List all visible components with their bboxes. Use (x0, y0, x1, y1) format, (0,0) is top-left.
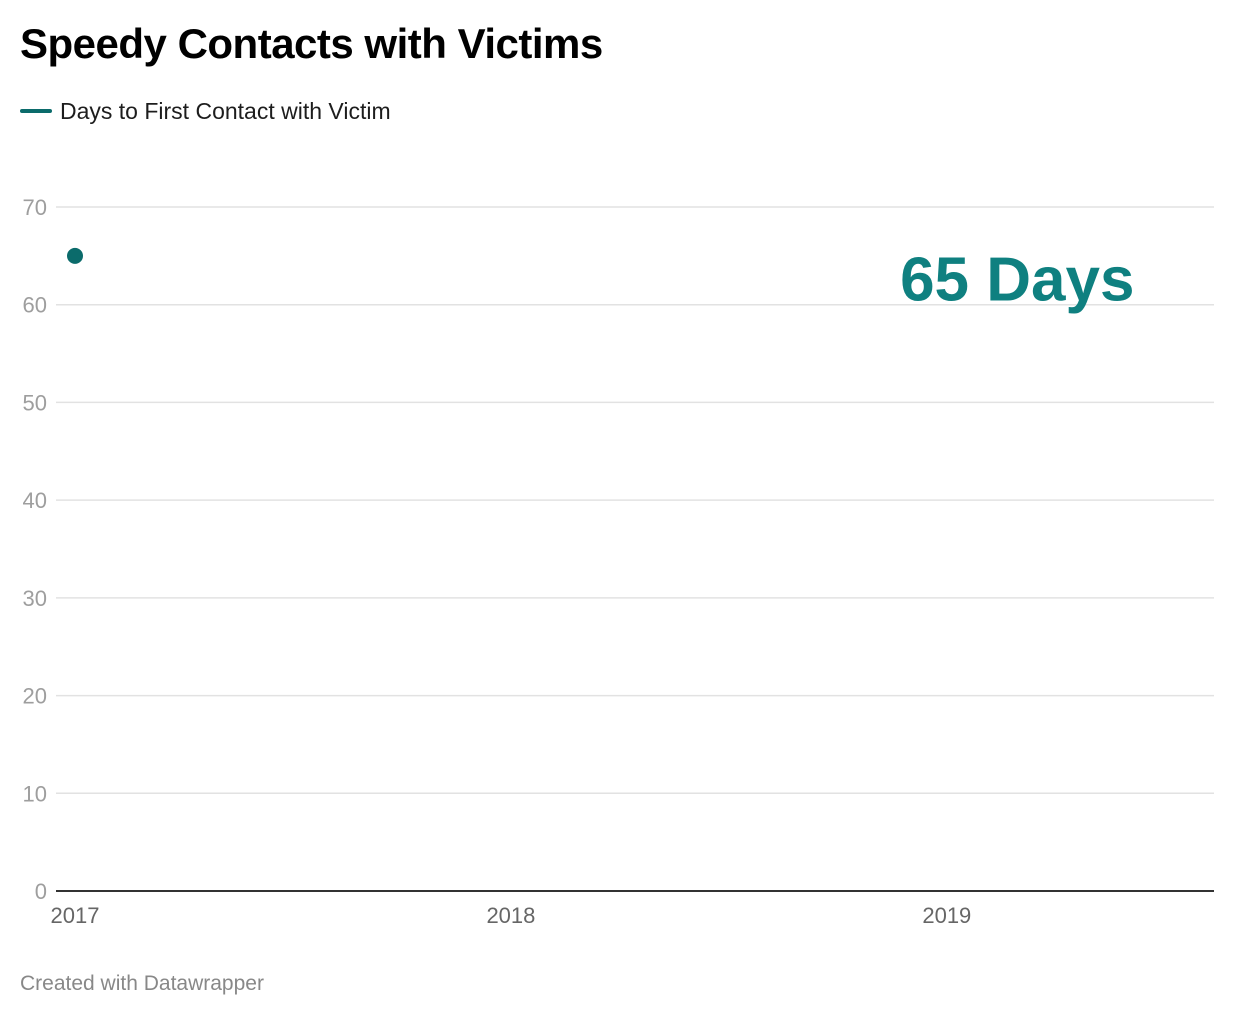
data-point-0-0 (67, 247, 83, 264)
y-tick-label-10: 10 (23, 781, 47, 806)
annotation-label-0: 65 Days (900, 245, 1134, 314)
y-tick-label-20: 20 (23, 684, 47, 709)
line-chart: 0 10 20 30 40 50 60 70 2017 2018 2019 65 Days (23, 195, 1214, 928)
legend-label: Days to First Contact with Victim (60, 97, 391, 124)
x-tick-label-2017: 2017 (51, 903, 100, 928)
legend: Days to First Contact with Victim (20, 96, 391, 126)
x-tick-label-2018: 2018 (486, 903, 535, 928)
chart-title: Speedy Contacts with Victims (20, 20, 603, 67)
footer-credit: Created with Datawrapper (20, 972, 264, 995)
y-tick-label-50: 50 (23, 390, 47, 415)
y-tick-label-40: 40 (23, 488, 47, 513)
y-tick-label-0: 0 (35, 879, 47, 904)
x-tick-label-2019: 2019 (922, 903, 971, 928)
y-tick-label-60: 60 (23, 293, 47, 318)
legend-swatch (20, 109, 52, 113)
y-tick-label-30: 30 (23, 586, 47, 611)
y-tick-label-70: 70 (23, 195, 47, 220)
